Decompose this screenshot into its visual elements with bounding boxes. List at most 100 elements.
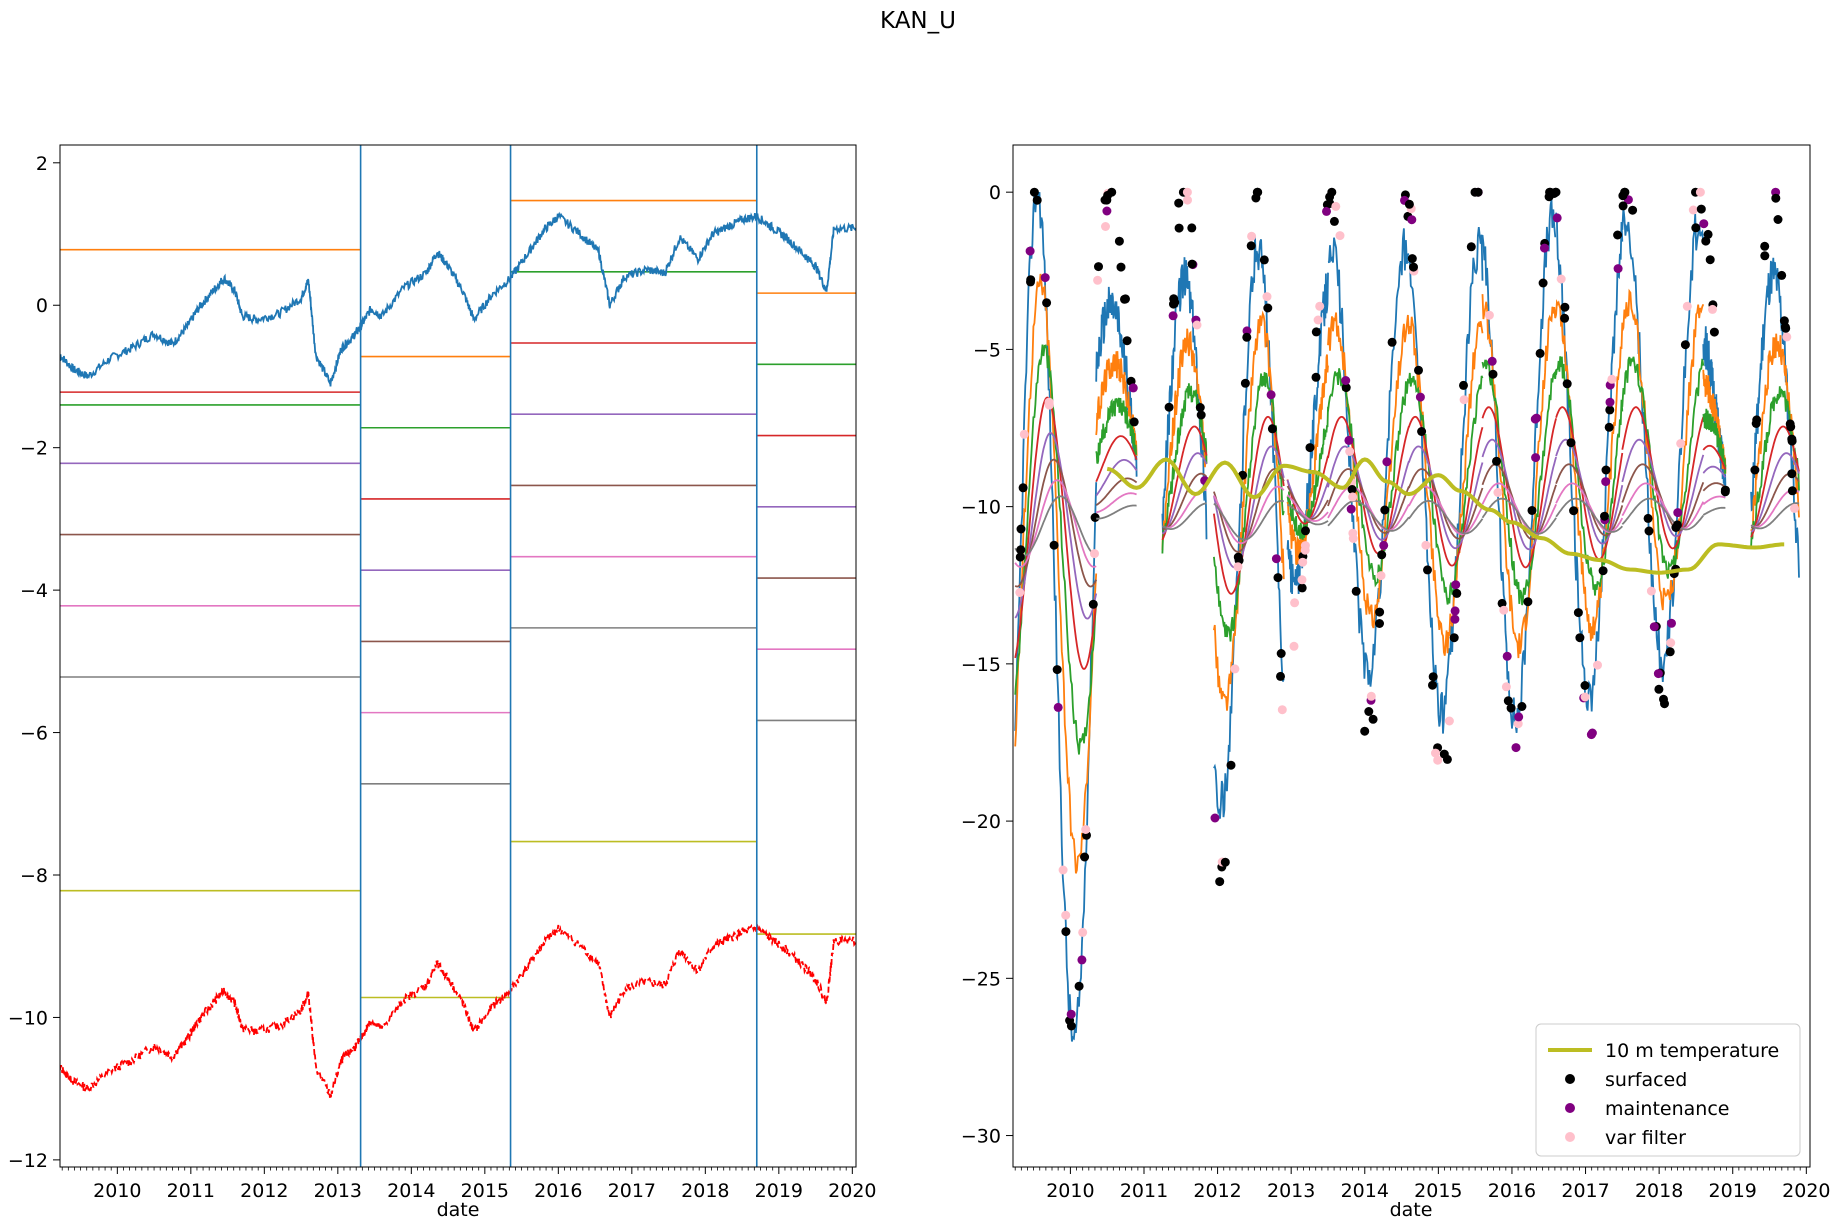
depth-temperature-line [1750, 452, 1800, 533]
maintenance-dot [1653, 669, 1663, 679]
surfaced-dot [1015, 552, 1025, 562]
surfaced-dot [1240, 378, 1250, 388]
surfaced-dot [1613, 230, 1623, 240]
surfaced-dot [1644, 526, 1654, 536]
var-filter-dot [1262, 292, 1272, 302]
x-tick-label: 2013 [314, 1180, 362, 1202]
var-filter-dot [1484, 310, 1494, 320]
surfaced-dot [1100, 195, 1110, 205]
depth-temperature-line [1621, 356, 1705, 579]
left-chart: 2010 2011 2012 2013 2014 2015 2016 2017 2018 2019… [8, 144, 877, 1221]
surfaced-dot [1114, 236, 1124, 246]
depth-temperature-line [1286, 494, 1329, 522]
maintenance-dot [1379, 540, 1389, 550]
maintenance-dot [1613, 264, 1623, 274]
maintenance-dot [1382, 457, 1392, 467]
surfaced-dot [1449, 633, 1459, 643]
surfaced-dot [1527, 506, 1537, 515]
surfaced-dot [1049, 540, 1059, 550]
var-filter-dot [1081, 825, 1091, 834]
surfaced-dot [1428, 680, 1437, 690]
var-filter-dot [1444, 716, 1454, 726]
surfaced-dot [1580, 681, 1590, 690]
surfaced-dot [1566, 438, 1576, 448]
var-filter-dot [1313, 315, 1323, 325]
depth-temperature-line [1327, 228, 1410, 687]
surfaced-dot [1026, 277, 1035, 287]
y-tick-label: −10 [8, 1007, 48, 1029]
left-plot-area [60, 145, 856, 1167]
maintenance-dot [1346, 504, 1356, 514]
surfaced-dot [1600, 511, 1609, 521]
surfaced-dot [1760, 251, 1770, 261]
surfaced-dot [1428, 672, 1438, 682]
maintenance-dot [1168, 311, 1178, 321]
depth-temperature-line [1327, 485, 1410, 532]
depth-temperature-line [1555, 406, 1624, 561]
var-filter-dot [1297, 575, 1307, 585]
surfaced-dot [1562, 379, 1572, 389]
surfaced-dot [1409, 262, 1418, 272]
depth-temperature-line [1621, 406, 1705, 550]
x-tick-label: 2014 [1341, 1180, 1389, 1202]
surfaced-dot [1523, 597, 1533, 607]
maintenance-dot [1530, 414, 1540, 424]
surfaced-dot [1680, 340, 1690, 350]
surfaced-dot [1466, 242, 1476, 252]
surfaced-dot [1351, 586, 1361, 596]
depth-temperature-line [1161, 452, 1208, 535]
maintenance-dot [1502, 651, 1512, 661]
surfaced-dot [1598, 566, 1608, 576]
y-tick-label: −30 [961, 1126, 1001, 1148]
var-filter-dot [1366, 691, 1376, 701]
surfaced-dot [1042, 298, 1052, 308]
maintenance-dot [1487, 356, 1497, 366]
depth-temperature-line [1481, 406, 1557, 569]
surfaced-dot [1215, 877, 1225, 887]
right-axes: 2010 2011 2012 2013 2014 2015 2016 2017 2018 2019… [961, 182, 1831, 1202]
surfaced-dot [1273, 573, 1283, 583]
surfaced-dot [1452, 588, 1462, 598]
maintenance-dot [1605, 397, 1615, 407]
maintenance-dot [1667, 618, 1676, 628]
surfaced-dot [1297, 583, 1307, 593]
var-filter-dot [1192, 320, 1202, 330]
surfaced-dot [1311, 327, 1321, 337]
var-filter-dot [1459, 395, 1469, 405]
surfaced-dot [1032, 195, 1042, 205]
right-axes-frame [1012, 144, 1811, 1168]
surfaced-dot [1226, 760, 1236, 770]
depth-temperature-line [1555, 212, 1624, 712]
depth-temperature-line [1095, 459, 1138, 497]
surfaced-dot [1760, 241, 1770, 251]
maintenance-dot [1552, 213, 1562, 223]
surfaced-dot [1654, 684, 1664, 694]
surfaced-dot [1107, 187, 1117, 197]
depth-temperature-line [1408, 500, 1484, 535]
surfaced-dot [1120, 294, 1129, 304]
surfaced-dot [1473, 187, 1483, 197]
surfaced-dot [1029, 187, 1039, 197]
right-chart: 2010 2011 2012 2013 2014 2015 2016 2017 2018 2019… [961, 144, 1831, 1221]
depth-temperature-line [1327, 468, 1410, 534]
depth-temperature-line [1327, 312, 1410, 629]
var-filter-dot [1513, 719, 1523, 729]
depth-temperature-line [1213, 445, 1285, 569]
var-filter-dot [1331, 201, 1341, 211]
maintenance-dot [1451, 580, 1461, 590]
maintenance-dot [1514, 712, 1524, 722]
surfaced-dot [1705, 255, 1715, 265]
y-tick-label: −20 [961, 811, 1001, 833]
surfaced-dot [1074, 981, 1084, 991]
x-tick-label: 2018 [681, 1180, 729, 1202]
surfaced-dot [1267, 424, 1277, 434]
surfaced-dot [1407, 254, 1417, 264]
maintenance-dot [1025, 246, 1035, 256]
y-tick-label: −4 [20, 580, 48, 602]
var-filter-dot [1682, 301, 1692, 311]
var-filter-dot [1666, 638, 1676, 648]
depth-temperature-line [1481, 294, 1557, 659]
surfaced-dot [1560, 313, 1570, 323]
maintenance-dot [1586, 730, 1596, 740]
